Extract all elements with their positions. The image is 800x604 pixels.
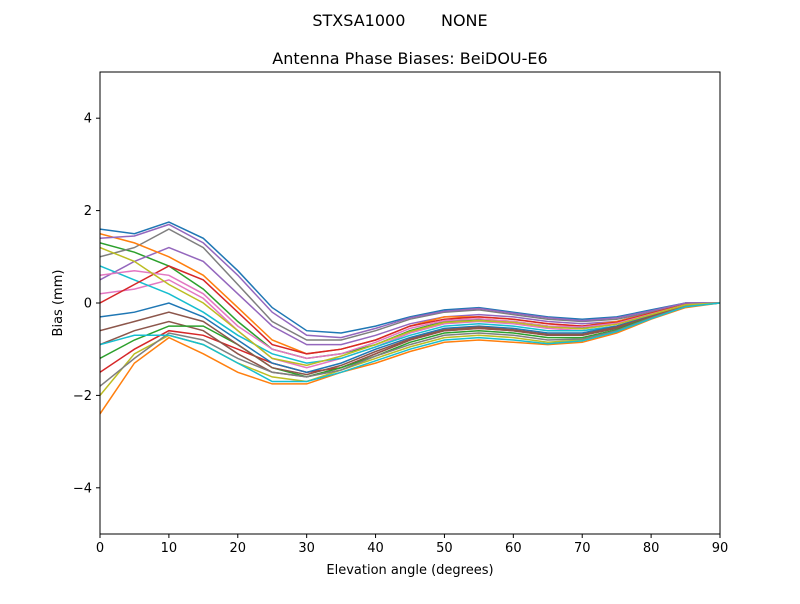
x-tick-label: 50: [436, 541, 453, 556]
series-line-s15: [100, 223, 720, 339]
plot-frame: [99, 71, 721, 535]
x-tick-label: 0: [96, 541, 104, 556]
x-tick-label: 30: [298, 541, 315, 556]
y-axis-label: Bias (mm): [51, 270, 66, 337]
x-tick-label: 40: [367, 541, 384, 556]
series-line-s11: [100, 302, 720, 374]
chart-title: Antenna Phase Biases: BeiDOU-E6: [272, 49, 547, 68]
series-line-s1: [100, 221, 720, 334]
y-axis: −4 −2 0 2 4: [73, 112, 100, 496]
x-tick-label: 80: [643, 541, 660, 556]
y-tick-label: −2: [73, 389, 92, 404]
y-tick-label: −4: [73, 481, 92, 496]
series-line-s14: [100, 265, 720, 355]
x-axis-label: Elevation angle (degrees): [326, 563, 493, 578]
series-line-s17: [100, 269, 720, 360]
x-tick-label: 90: [712, 541, 729, 556]
x-tick-label: 60: [505, 541, 522, 556]
x-tick-label: 20: [230, 541, 247, 556]
x-axis: 0 10 20 30 40 50 60 70 80 90: [96, 534, 728, 556]
x-tick-label: 10: [161, 541, 178, 556]
series-line-s16: [100, 302, 720, 376]
x-tick-label: 70: [574, 541, 591, 556]
series-line-s8: [100, 228, 720, 341]
y-tick-label: 0: [84, 297, 92, 312]
series-line-s19: [100, 246, 720, 367]
chart-suptitle: STXSA1000 NONE: [312, 11, 487, 30]
series-line-s2: [100, 302, 720, 415]
series-line-s13: [100, 302, 720, 378]
y-tick-label: 4: [84, 112, 92, 127]
series-line-s18: [100, 302, 720, 387]
series-line-s6: [100, 302, 720, 378]
y-tick-label: 2: [84, 204, 92, 219]
series-lines: [100, 221, 720, 415]
series-line-s20: [100, 302, 720, 383]
